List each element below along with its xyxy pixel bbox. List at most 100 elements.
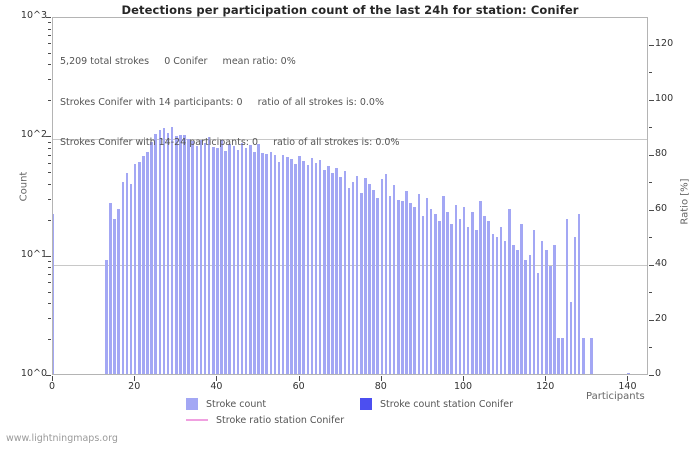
x-axis-tick — [298, 376, 300, 381]
annotation-line-1: 5,209 total strokes 0 Conifer mean ratio… — [60, 56, 296, 67]
y-axis-minor-tick — [48, 219, 51, 221]
bar — [549, 266, 552, 374]
y2-axis-tick — [649, 264, 654, 266]
bar — [380, 179, 384, 374]
y2-axis-tick-label: 0 — [655, 368, 662, 379]
bar — [142, 156, 145, 374]
y-axis-minor-tick — [48, 274, 51, 276]
bar — [544, 249, 548, 374]
bar — [466, 227, 470, 374]
y-axis-tick — [46, 255, 51, 257]
y2-axis-minor-tick — [649, 72, 652, 74]
y-axis-title: Count — [18, 171, 30, 202]
bar — [409, 203, 412, 374]
y2-axis-tick — [649, 44, 654, 46]
y-axis-minor-tick — [48, 261, 51, 263]
bar — [565, 218, 569, 374]
bar — [207, 137, 211, 374]
bar — [376, 197, 379, 374]
bar — [269, 151, 273, 374]
bar — [253, 152, 256, 374]
bar — [195, 146, 199, 374]
y2-axis-tick — [649, 154, 654, 156]
y-axis-minor-tick — [48, 141, 51, 143]
bar — [532, 230, 536, 374]
bar — [339, 176, 342, 374]
bar — [470, 211, 474, 374]
y-axis-minor-tick — [48, 303, 51, 305]
bar — [257, 144, 260, 374]
x-axis-tick-label: 80 — [374, 381, 387, 392]
bar — [462, 207, 466, 374]
legend-swatch — [186, 398, 198, 410]
annotation-line-2: Strokes Conifer with 14 participants: 0 … — [60, 96, 384, 108]
bar — [216, 148, 219, 374]
x-axis-tick — [380, 376, 382, 381]
x-axis-tick — [463, 376, 465, 381]
bar — [355, 175, 359, 374]
annotation-block: 5,209 total strokes 0 Conifer mean ratio… — [60, 28, 399, 177]
bar — [577, 213, 581, 374]
bar — [561, 338, 564, 374]
bar — [113, 218, 116, 374]
plot-area — [52, 17, 648, 375]
bar — [388, 196, 392, 374]
bar — [294, 163, 297, 374]
legend: Stroke count Stroke count station Conifer… — [0, 396, 700, 432]
y2-axis-minor-tick — [649, 182, 652, 184]
y-axis-right-labels: 0 20 40 60 80 100 120 — [655, 0, 695, 450]
bar — [158, 130, 162, 374]
bar — [483, 216, 486, 374]
y2-axis-tick-label: 120 — [655, 37, 674, 49]
y-axis-tick-label: 10^2 — [20, 129, 47, 141]
x-axis-tick — [216, 376, 218, 381]
bar — [224, 150, 227, 374]
bar — [220, 140, 223, 374]
y-axis-minor-tick — [48, 183, 51, 185]
x-axis-tick-label: 0 — [48, 381, 56, 392]
bar — [372, 189, 375, 374]
y2-axis-tick-label: 60 — [655, 202, 668, 214]
gridline-1e2 — [53, 139, 647, 140]
x-axis-tick — [134, 376, 136, 381]
bar — [524, 260, 527, 374]
bar — [286, 156, 289, 374]
bar — [405, 191, 408, 374]
y-axis-tick-label: 10^1 — [20, 248, 47, 260]
bar — [392, 185, 396, 374]
y-axis-minor-tick — [48, 267, 51, 269]
bar — [170, 126, 174, 374]
x-axis-tick-label: 140 — [618, 381, 637, 392]
y-axis-minor-tick — [48, 147, 51, 149]
legend-label: Stroke count station Conifer — [380, 399, 514, 410]
bar — [232, 145, 236, 374]
bar — [150, 141, 153, 374]
y-axis-tick-label: 10^3 — [20, 10, 47, 21]
y-axis-title-right: Ratio [%] — [679, 178, 691, 225]
bar — [557, 338, 560, 374]
y-axis-minor-tick — [48, 339, 51, 341]
bar — [442, 196, 445, 374]
x-axis-title: Participants — [586, 391, 645, 402]
y-axis-minor-tick — [48, 22, 51, 24]
bar — [175, 135, 178, 374]
y-axis-tick — [46, 136, 51, 138]
bar — [212, 146, 215, 374]
x-axis-tick-label: 100 — [453, 381, 473, 392]
legend-swatch — [360, 398, 372, 410]
y-axis-minor-tick — [48, 79, 51, 81]
bar — [277, 161, 281, 374]
bar — [162, 128, 166, 374]
x-axis-tick — [52, 376, 53, 381]
y-axis-minor-tick — [48, 100, 51, 102]
y-axis-left-labels: 10^0 10^1 10^2 10^3 — [0, 0, 47, 450]
bar — [627, 373, 630, 374]
y-axis-minor-tick — [48, 198, 51, 200]
bar — [433, 213, 437, 374]
bar — [290, 159, 293, 374]
bar — [569, 302, 573, 374]
legend-label: Stroke count — [206, 399, 267, 410]
y2-axis-tick-label: 40 — [655, 257, 668, 269]
bar — [413, 207, 416, 374]
y-axis-tick — [46, 375, 51, 376]
